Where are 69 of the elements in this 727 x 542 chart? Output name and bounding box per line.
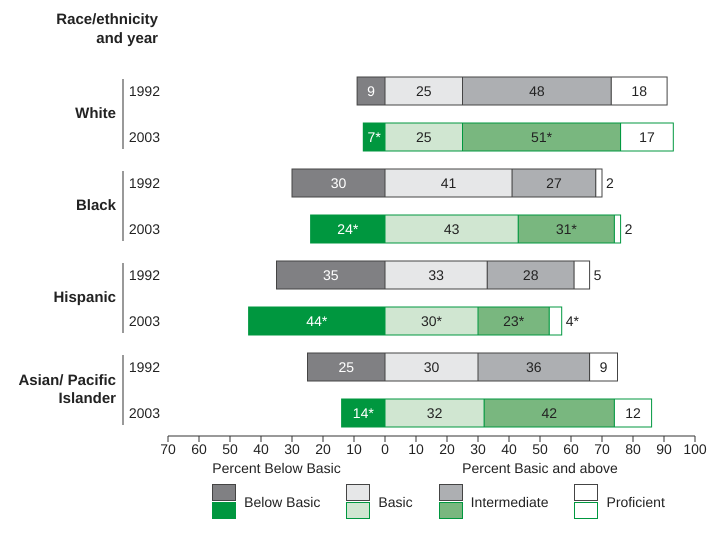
data-label: 17 [639,128,655,145]
data-label: 30 [424,358,440,375]
data-label: 23* [503,312,525,329]
legend-label: Below Basic [244,494,320,510]
data-label: 2 [624,220,633,237]
text: Hispanic [52,288,116,308]
text: White [74,104,116,124]
x-tick-label: 30 [470,440,486,457]
x-tick-label: 0 [381,440,390,457]
y-tick-label: 2003 [128,220,160,237]
data-label: 9 [367,82,376,99]
x-axis-title: Percent Basic and above [461,460,619,476]
x-tick-label: 70 [160,440,176,457]
y-axis-title: Race/ethnicity and year [55,10,158,48]
data-label: 43 [444,220,460,237]
data-label: 12 [625,404,641,421]
data-label: 24* [337,220,359,237]
data-label: 4* [566,312,580,329]
data-label: 33 [428,266,444,283]
x-tick-label: 50 [532,440,548,457]
data-label: 27 [546,174,562,191]
x-tick-label: 70 [594,440,610,457]
data-label: 31* [556,220,578,237]
data-label: 32 [426,404,443,421]
x-tick-label: 20 [439,440,455,457]
x-tick-label: 20 [315,440,331,457]
legend-label: Intermediate [470,494,548,510]
data-label: 5 [594,266,602,283]
y-tick-label: 1992 [128,358,160,375]
x-tick-label: 10 [408,440,424,457]
data-label: 30* [420,312,443,329]
x-tick-label: 50 [222,440,238,457]
data-label: 18 [631,82,648,99]
y-tick-label: 2003 [128,128,160,145]
x-tick-label: 40 [501,440,517,457]
x-tick-label: 100 [683,440,707,457]
x-axis-title: Percent Below Basic [211,460,342,476]
legend-label: Proficient [606,494,665,510]
data-label: 51* [531,128,553,145]
data-label: 2 [606,174,614,191]
x-tick-label: 10 [346,440,362,457]
y-tick-label: 1992 [128,174,160,191]
x-tick-label: 60 [563,440,579,457]
text: Black [74,196,116,216]
data-label: 35 [322,266,339,283]
x-tick-label: 30 [284,440,300,457]
data-label: 25 [416,82,432,99]
data-label: 25 [416,128,432,145]
data-label: 7* [368,128,382,145]
data-label: 36 [526,358,542,375]
x-tick-label: 60 [191,440,207,457]
data-label: 42 [542,404,558,421]
data-label: 9 [600,358,608,375]
x-tick-label: 90 [656,440,672,457]
y-tick-label: 2003 [128,312,160,329]
data-label: 48 [529,82,545,99]
data-label: 44* [306,312,328,329]
data-label: 28 [522,266,539,283]
x-tick-label: 80 [625,440,641,457]
y-tick-label: 1992 [128,82,160,99]
data-label: 30 [330,174,346,191]
x-tick-label: 40 [253,440,269,457]
data-label: 14* [352,404,374,421]
y-tick-label: 2003 [128,404,160,421]
data-label: 41 [440,174,457,191]
legend-label: Basic [378,494,413,510]
y-tick-label: 1992 [128,266,160,283]
text: Asian/ Pacific Islander [17,371,116,409]
data-label: 25 [338,358,354,375]
